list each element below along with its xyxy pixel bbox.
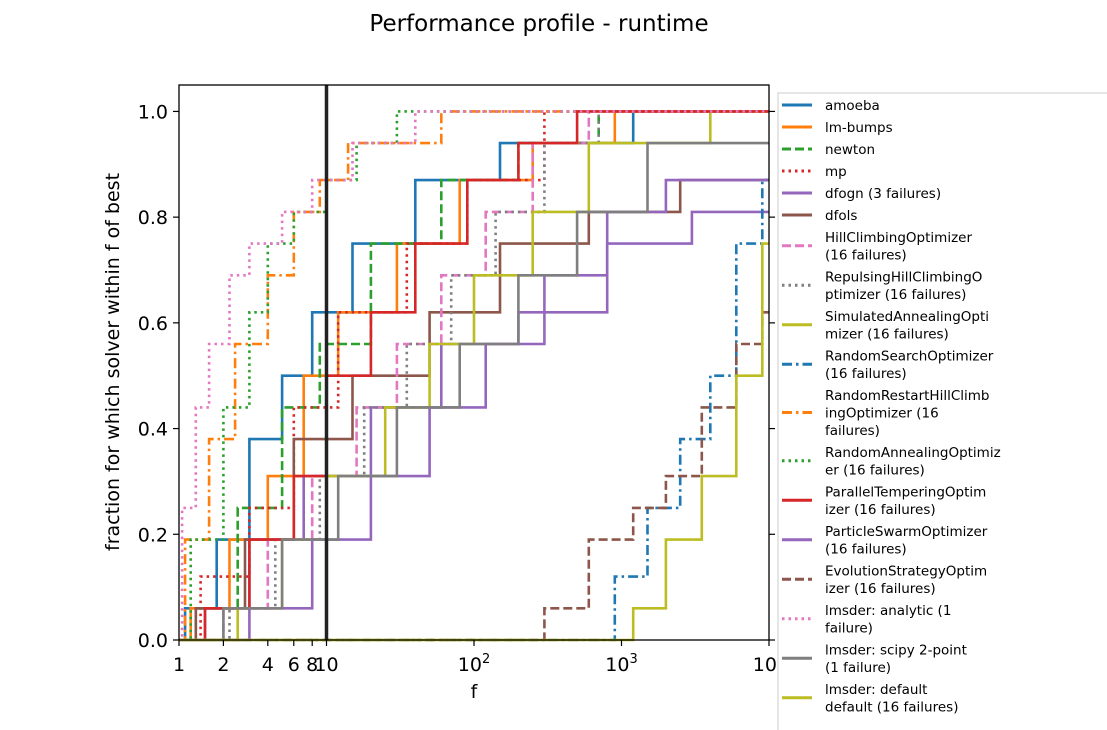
x-tick-label: 103 [605, 652, 637, 676]
series-line-16 [179, 110, 769, 642]
x-tick-label: 8 [306, 654, 318, 676]
legend-label: lmsder: analytic (1 [825, 603, 951, 619]
legend-label: ptimizer (16 failures) [825, 287, 966, 303]
legend-label: mizer (16 failures) [825, 327, 949, 343]
legend-label: dfogn (3 failures) [825, 186, 941, 202]
legend-label: RandomRestartHillClimb [825, 388, 989, 404]
legend-label: (16 failures) [825, 366, 907, 382]
legend-label: er (16 failures) [825, 463, 925, 479]
legend-label: mp [825, 164, 847, 180]
legend-label: HillClimbingOptimizer [825, 230, 972, 246]
x-axis-ticks: 1246810102103104 [173, 640, 785, 676]
y-tick-label: 0.0 [138, 630, 168, 652]
legend-label: RandomAnnealingOptimiz [825, 445, 1001, 461]
y-tick-label: 0.2 [138, 524, 168, 546]
x-tick-exponent: 2 [482, 652, 490, 667]
legend-label: dfols [825, 208, 857, 224]
legend-label: amoeba [825, 98, 880, 114]
x-tick-label: 102 [458, 652, 490, 676]
legend-label: (16 failures) [825, 542, 907, 558]
x-tick-exponent: 3 [629, 652, 637, 667]
x-axis-label: f [471, 681, 479, 703]
legend-label: RepulsingHillClimbingO [825, 270, 982, 286]
legend-label: ParticleSwarmOptimizer [825, 524, 988, 540]
x-tick-label: 10 [314, 654, 338, 676]
legend-label: EvolutionStrategyOptim [825, 564, 987, 580]
series-line-10 [179, 178, 769, 642]
y-axis-label: fraction for which solver within f of be… [102, 173, 124, 551]
legend: amoeba lm-bumps newton mp dfogn (3 failures)… [777, 92, 1107, 730]
series-line-17 [179, 141, 769, 642]
legend-box [777, 92, 1107, 730]
legend-label: ParallelTemperingOptim [825, 485, 986, 501]
legend-label: failures) [825, 423, 880, 439]
series-line-7 [179, 110, 769, 642]
legend-label: RandomSearchOptimizer [825, 349, 994, 365]
series-line-1 [179, 110, 769, 642]
legend-label: lmsder: scipy 2-point [825, 643, 967, 659]
plot-series-group [179, 110, 769, 642]
legend-label: izer (16 failures) [825, 581, 936, 597]
legend-label: default (16 failures) [825, 700, 958, 716]
y-tick-label: 0.8 [138, 207, 168, 229]
x-tick-label: 6 [288, 654, 300, 676]
legend-label: failure) [825, 621, 873, 637]
x-tick-label: 4 [262, 654, 274, 676]
legend-label: (16 failures) [825, 248, 907, 264]
series-line-13 [179, 110, 769, 642]
legend-label: newton [825, 142, 875, 158]
y-tick-label: 1.0 [138, 101, 168, 123]
legend-label: lm-bumps [825, 120, 893, 136]
x-tick-label: 1 [173, 654, 185, 676]
series-line-11 [179, 110, 769, 642]
y-axis-ticks: 0.0 0.2 0.4 0.6 0.8 1.0 [138, 101, 775, 652]
legend-label: (1 failure) [825, 660, 891, 676]
legend-label: lmsder: default [825, 682, 927, 698]
legend-label: izer (16 failures) [825, 502, 936, 518]
x-tick-label: 2 [217, 654, 229, 676]
legend-label: ingOptimizer (16 [825, 406, 939, 422]
chart-title: Performance profile - runtime [369, 11, 708, 37]
series-line-15 [179, 311, 769, 642]
y-tick-label: 0.6 [138, 313, 168, 335]
y-tick-label: 0.4 [138, 419, 168, 441]
legend-label: SimulatedAnnealingOpti [825, 309, 989, 325]
